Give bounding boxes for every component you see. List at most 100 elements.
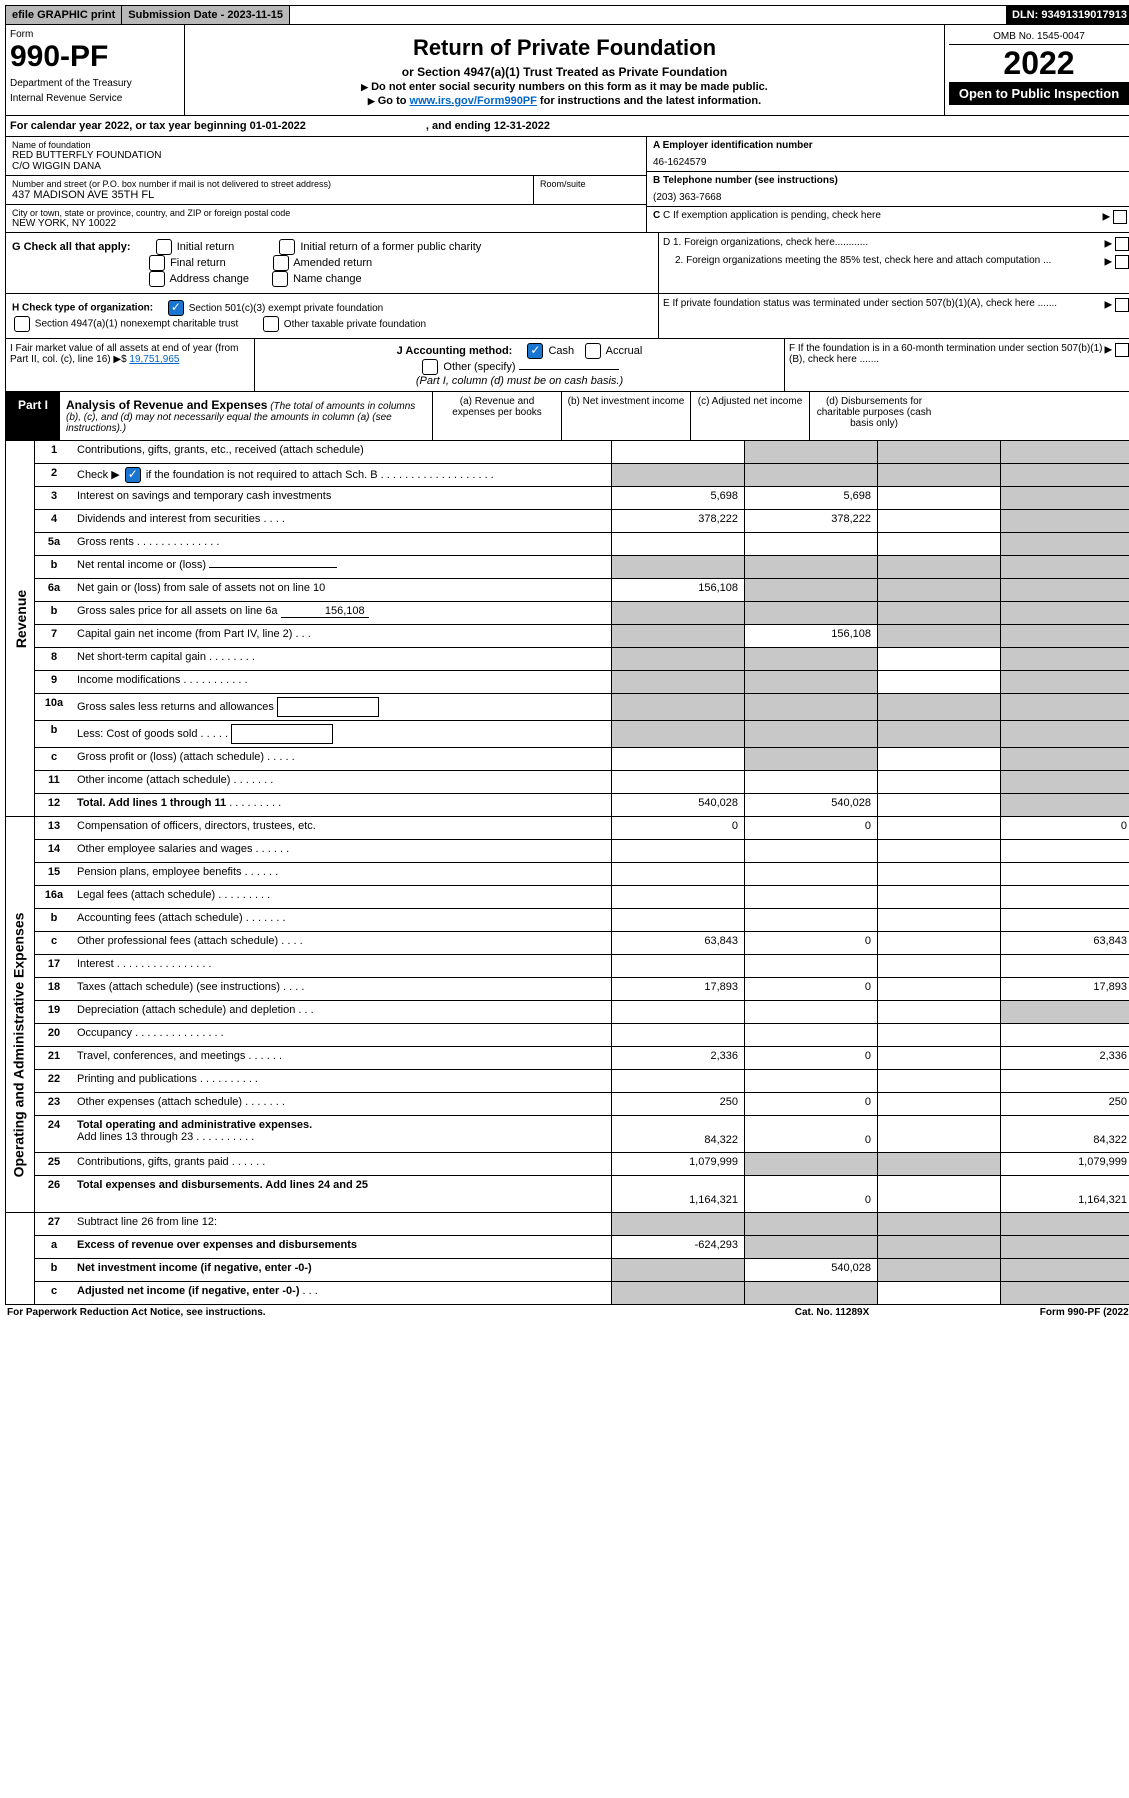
instruction-1: Do not enter social security numbers on … bbox=[191, 81, 938, 93]
amended-return-checkbox[interactable] bbox=[273, 255, 289, 271]
foundation-name-cell: Name of foundation RED BUTTERFLY FOUNDAT… bbox=[6, 137, 646, 176]
room-cell: Room/suite bbox=[534, 176, 646, 204]
former-charity-checkbox[interactable] bbox=[279, 239, 295, 255]
table-row: c Adjusted net income (if negative, ente… bbox=[35, 1282, 1129, 1304]
4947-checkbox[interactable] bbox=[14, 316, 30, 332]
foundation-name: RED BUTTERFLY FOUNDATION bbox=[12, 150, 640, 161]
table-row: 22 Printing and publications . . . . . .… bbox=[35, 1070, 1129, 1093]
city-cell: City or town, state or province, country… bbox=[6, 205, 646, 232]
section-h-e: H Check type of organization: Section 50… bbox=[5, 294, 1129, 339]
submission-date: Submission Date - 2023-11-15 bbox=[122, 6, 290, 24]
part-1-header: Part I Analysis of Revenue and Expenses … bbox=[5, 392, 1129, 441]
initial-return-checkbox[interactable] bbox=[156, 239, 172, 255]
dln-label: DLN: 93491319017913 bbox=[1006, 6, 1129, 24]
revenue-side-label: Revenue bbox=[6, 441, 35, 816]
section-f: F If the foundation is in a 60-month ter… bbox=[784, 339, 1129, 391]
form-number: 990-PF bbox=[10, 40, 180, 74]
table-row: b Accounting fees (attach schedule) . . … bbox=[35, 909, 1129, 932]
section-g: G Check all that apply: Initial return I… bbox=[6, 233, 658, 293]
table-row: 2 Check ▶ if the foundation is not requi… bbox=[35, 464, 1129, 487]
efile-label[interactable]: efile GRAPHIC print bbox=[6, 6, 122, 24]
table-row: 10a Gross sales less returns and allowan… bbox=[35, 694, 1129, 721]
line-27-section: 27 Subtract line 26 from line 12: a Exce… bbox=[5, 1213, 1129, 1305]
table-row: 24 Total operating and administrative ex… bbox=[35, 1116, 1129, 1153]
fmv-value[interactable]: 19,751,965 bbox=[129, 354, 179, 365]
section-d: D 1. Foreign organizations, check here..… bbox=[658, 233, 1129, 293]
city-state-zip: NEW YORK, NY 10022 bbox=[12, 218, 640, 229]
table-row: 6a Net gain or (loss) from sale of asset… bbox=[35, 579, 1129, 602]
header-right: OMB No. 1545-0047 2022 Open to Public In… bbox=[945, 25, 1129, 115]
table-row: b Gross sales price for all assets on li… bbox=[35, 602, 1129, 625]
other-taxable-checkbox[interactable] bbox=[263, 316, 279, 332]
form-title: Return of Private Foundation bbox=[191, 35, 938, 61]
table-row: 12 Total. Add lines 1 through 11 . . . .… bbox=[35, 794, 1129, 816]
terminated-checkbox[interactable] bbox=[1115, 298, 1129, 312]
table-row: 5a Gross rents . . . . . . . . . . . . .… bbox=[35, 533, 1129, 556]
dept-irs: Internal Revenue Service bbox=[10, 93, 180, 104]
final-return-checkbox[interactable] bbox=[149, 255, 165, 271]
part-description: Analysis of Revenue and Expenses (The to… bbox=[60, 392, 432, 440]
accrual-checkbox[interactable] bbox=[585, 343, 601, 359]
section-j: J Accounting method: Cash Accrual Other … bbox=[255, 339, 784, 391]
instruction-2: Go to www.irs.gov/Form990PF for instruct… bbox=[191, 95, 938, 107]
part-label: Part I bbox=[6, 392, 60, 440]
ein-cell: A Employer identification number 46-1624… bbox=[647, 137, 1129, 172]
col-b-header: (b) Net investment income bbox=[561, 392, 690, 440]
table-row: 25 Contributions, gifts, grants paid . .… bbox=[35, 1153, 1129, 1176]
table-row: 16a Legal fees (attach schedule) . . . .… bbox=[35, 886, 1129, 909]
page-footer: For Paperwork Reduction Act Notice, see … bbox=[5, 1305, 1129, 1320]
table-row: 13 Compensation of officers, directors, … bbox=[35, 817, 1129, 840]
omb-number: OMB No. 1545-0047 bbox=[949, 29, 1129, 45]
expenses-section: Operating and Administrative Expenses 13… bbox=[5, 817, 1129, 1213]
table-row: 27 Subtract line 26 from line 12: bbox=[35, 1213, 1129, 1236]
table-row: 18 Taxes (attach schedule) (see instruct… bbox=[35, 978, 1129, 1001]
section-i: I Fair market value of all assets at end… bbox=[6, 339, 255, 391]
table-row: c Gross profit or (loss) (attach schedul… bbox=[35, 748, 1129, 771]
top-bar: efile GRAPHIC print Submission Date - 20… bbox=[5, 5, 1129, 25]
section-i-j-f: I Fair market value of all assets at end… bbox=[5, 339, 1129, 392]
60month-checkbox[interactable] bbox=[1115, 343, 1129, 357]
table-row: 4 Dividends and interest from securities… bbox=[35, 510, 1129, 533]
phone-cell: B Telephone number (see instructions) (2… bbox=[647, 172, 1129, 207]
col-c-header: (c) Adjusted net income bbox=[690, 392, 809, 440]
form-label: Form bbox=[10, 29, 180, 40]
street-cell: Number and street (or P.O. box number if… bbox=[6, 176, 534, 204]
other-method-checkbox[interactable] bbox=[422, 359, 438, 375]
501c3-checkbox[interactable] bbox=[168, 300, 184, 316]
table-row: 26 Total expenses and disbursements. Add… bbox=[35, 1176, 1129, 1212]
table-row: 20 Occupancy . . . . . . . . . . . . . .… bbox=[35, 1024, 1129, 1047]
table-row: 3 Interest on savings and temporary cash… bbox=[35, 487, 1129, 510]
expenses-side-label: Operating and Administrative Expenses bbox=[6, 817, 35, 1212]
table-row: a Excess of revenue over expenses and di… bbox=[35, 1236, 1129, 1259]
address-change-checkbox[interactable] bbox=[149, 271, 165, 287]
col-a-header: (a) Revenue and expenses per books bbox=[432, 392, 561, 440]
foundation-co: C/O WIGGIN DANA bbox=[12, 161, 640, 172]
table-row: 19 Depreciation (attach schedule) and de… bbox=[35, 1001, 1129, 1024]
form-header: Form 990-PF Department of the Treasury I… bbox=[5, 25, 1129, 116]
open-public-badge: Open to Public Inspection bbox=[949, 82, 1129, 105]
table-row: 17 Interest . . . . . . . . . . . . . . … bbox=[35, 955, 1129, 978]
header-left: Form 990-PF Department of the Treasury I… bbox=[6, 25, 185, 115]
table-row: 8 Net short-term capital gain . . . . . … bbox=[35, 648, 1129, 671]
col-d-header: (d) Disbursements for charitable purpose… bbox=[809, 392, 938, 440]
cat-number: Cat. No. 11289X bbox=[732, 1307, 932, 1318]
table-row: 7 Capital gain net income (from Part IV,… bbox=[35, 625, 1129, 648]
header-center: Return of Private Foundation or Section … bbox=[185, 25, 945, 115]
sch-b-checkbox[interactable] bbox=[125, 467, 141, 483]
exemption-checkbox[interactable] bbox=[1113, 210, 1127, 224]
table-row: b Net rental income or (loss) bbox=[35, 556, 1129, 579]
foreign-85-checkbox[interactable] bbox=[1115, 255, 1129, 269]
table-row: 14 Other employee salaries and wages . .… bbox=[35, 840, 1129, 863]
ein-value: 46-1624579 bbox=[653, 157, 1127, 168]
cash-checkbox[interactable] bbox=[527, 343, 543, 359]
tax-year: 2022 bbox=[949, 45, 1129, 82]
foreign-org-checkbox[interactable] bbox=[1115, 237, 1129, 251]
irs-link[interactable]: www.irs.gov/Form990PF bbox=[410, 95, 537, 107]
name-change-checkbox[interactable] bbox=[272, 271, 288, 287]
table-row: 21 Travel, conferences, and meetings . .… bbox=[35, 1047, 1129, 1070]
entity-info: Name of foundation RED BUTTERFLY FOUNDAT… bbox=[5, 137, 1129, 233]
form-ref: Form 990-PF (2022) bbox=[932, 1307, 1129, 1318]
street-address: 437 MADISON AVE 35TH FL bbox=[12, 189, 527, 201]
table-row: 9 Income modifications . . . . . . . . .… bbox=[35, 671, 1129, 694]
table-row: 11 Other income (attach schedule) . . . … bbox=[35, 771, 1129, 794]
